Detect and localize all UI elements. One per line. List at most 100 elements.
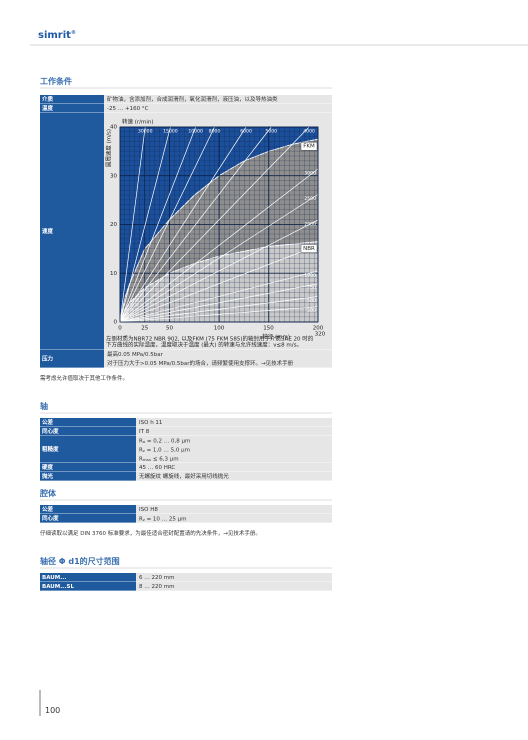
section-note: 需考虑允许值取决于其他工作条件。 xyxy=(40,374,128,382)
row-label-cell xyxy=(40,104,104,113)
y-tick-label: 40 xyxy=(110,125,117,131)
row-label-cell xyxy=(40,582,136,591)
row-label: 公差 xyxy=(42,505,54,513)
rpm-line xyxy=(119,126,310,323)
rpm-line xyxy=(119,126,215,323)
row-value-cell xyxy=(136,514,332,523)
rpm-label: 300 xyxy=(307,308,316,314)
y-tick-label: 10 xyxy=(110,271,117,277)
chart-caption: 下方曲线的实际温度，温度取决于温度 (最大) 的转速与允许线速度：v≤8 m/s… xyxy=(106,341,302,349)
row-label: 速度 xyxy=(42,227,54,235)
rpm-line xyxy=(119,245,319,323)
row-label: 公差 xyxy=(42,418,54,426)
row-value-cell xyxy=(136,418,332,427)
value-text: = 1,0 … 5,0 µm xyxy=(145,447,190,453)
value-subscript: z xyxy=(143,448,145,453)
x-tick-label: 150 xyxy=(263,326,274,332)
row-value-cell xyxy=(104,350,332,368)
page-number: 100 xyxy=(45,706,60,715)
row-value: 6 … 220 mm xyxy=(139,575,174,581)
rpm-line xyxy=(119,126,171,323)
y-tick-label: 0 xyxy=(114,320,118,326)
row-value-cell xyxy=(136,582,332,591)
x-extra-label: 320 xyxy=(315,332,326,338)
row-value: ISO H8 xyxy=(139,507,158,513)
row-value: Rmax ≤ 6,3 µm xyxy=(139,456,179,462)
rpm-line xyxy=(119,126,272,323)
value-subscript: z xyxy=(143,517,145,522)
row-value: ISO h 11 xyxy=(139,420,162,426)
logo-mark: ® xyxy=(71,30,76,36)
row-label: BAUM...SL xyxy=(42,584,74,590)
series-label-box xyxy=(300,141,318,151)
chart-caption: 左侧材质为NBR72 NBR 902, 以及FKM (75 FKM 585)的轴… xyxy=(106,335,314,343)
row-value: IT 8 xyxy=(139,429,150,435)
series-label: NBR xyxy=(303,246,315,252)
row-label: 抛光 xyxy=(42,472,54,480)
rpm-line xyxy=(119,126,146,323)
value-symbol: R xyxy=(139,438,143,444)
rpm-label: 8000 xyxy=(209,129,221,135)
row-value: Rz = 1,0 … 5,0 µm xyxy=(139,447,190,453)
row-label-cell xyxy=(40,573,136,582)
logo-text: simrit xyxy=(38,30,71,41)
rpm-label: 1000 xyxy=(304,272,316,278)
row-label-cell xyxy=(40,514,136,523)
section-title: 轴径 Φ d1的尺寸范围 xyxy=(40,556,120,566)
x-tick-label: 50 xyxy=(166,326,173,332)
row-label-cell xyxy=(40,505,136,514)
row-value: 45 … 60 HRC xyxy=(139,465,175,471)
rpm-label: 500 xyxy=(307,298,316,304)
row-label-cell xyxy=(40,472,136,481)
x-axis-title: 轴径 (mm) xyxy=(262,333,290,341)
value-symbol: R xyxy=(139,456,143,462)
series-label: FKM xyxy=(303,144,315,150)
row-value: 最高0.05 MPa/0.5bar xyxy=(107,350,164,358)
row-label: 介质 xyxy=(41,95,54,103)
rpm-line xyxy=(119,219,319,323)
x-tick-label: 100 xyxy=(214,326,225,332)
rpm-line xyxy=(119,194,319,323)
row-label: 粗糙度 xyxy=(42,445,59,453)
rpm-axis-title: 转速 (r/min) xyxy=(122,118,154,126)
rpm-label: 6000 xyxy=(240,129,252,135)
rpm-line xyxy=(119,270,319,323)
value-text: ≤ 6,3 µm xyxy=(151,456,178,462)
row-value: Rz = 10 … 25 µm xyxy=(139,516,187,522)
row-value-cell xyxy=(136,463,332,472)
y-tick-label: 30 xyxy=(110,173,117,179)
rpm-line xyxy=(119,168,319,323)
row-label-cell xyxy=(40,427,136,436)
rpm-label: 750 xyxy=(307,285,316,291)
series-label-box xyxy=(300,244,318,253)
row-label-cell xyxy=(40,418,136,427)
y-tick-label: 20 xyxy=(110,222,117,228)
row-value-cell xyxy=(136,427,332,436)
value-symbol: R xyxy=(139,447,143,453)
x-tick-label: 0 xyxy=(118,326,122,332)
row-value-cell xyxy=(136,436,332,463)
section-title: 工作条件 xyxy=(40,76,72,86)
rpm-label: 2500 xyxy=(304,196,316,202)
value-text: = 0,2 … 0,8 µm xyxy=(145,438,190,444)
row-label: 同心度 xyxy=(42,514,59,522)
row-value-cell xyxy=(104,95,332,104)
value-subscript: a xyxy=(143,439,145,444)
row-value: Ra = 0,2 … 0,8 µm xyxy=(139,438,190,444)
row-label: 同心度 xyxy=(42,427,59,435)
rpm-line xyxy=(119,126,247,323)
row-label: 温度 xyxy=(42,104,54,112)
x-tick-label: 200 xyxy=(313,326,324,332)
row-label: BAUM... xyxy=(42,575,67,581)
rpm-line xyxy=(119,126,196,323)
row-label: 硬度 xyxy=(42,463,54,471)
section-title: 轴 xyxy=(40,401,48,411)
row-value: 8 … 220 mm xyxy=(139,584,174,590)
y-axis-title: 圆周速度 (m/s) xyxy=(105,129,113,167)
row-label-cell xyxy=(40,350,104,368)
row-label: 压力 xyxy=(42,355,54,363)
row-value: 无螺旋纹 螺旋线，最好采用切线抛光 xyxy=(139,472,229,480)
rpm-label: 5000 xyxy=(265,129,277,135)
rpm-label: 10000 xyxy=(188,129,203,135)
